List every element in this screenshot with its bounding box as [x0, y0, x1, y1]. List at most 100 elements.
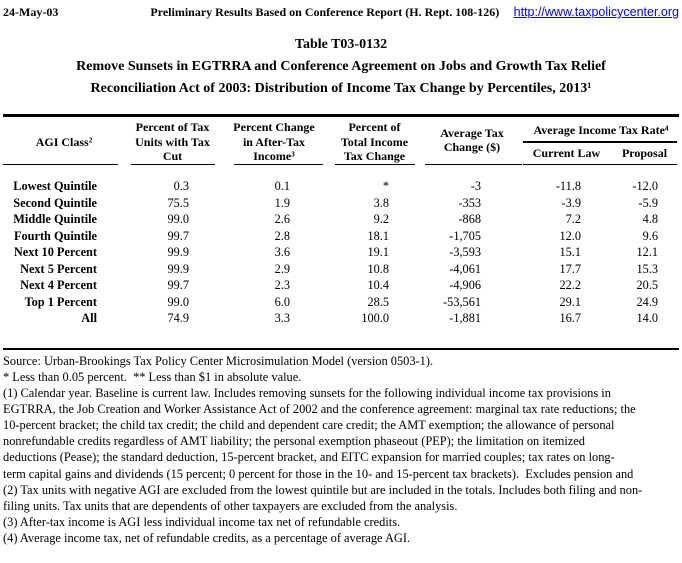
report-note: Preliminary Results Based on Conference …	[150, 5, 500, 19]
table-row: Middle Quintile 99.0 2.6 9.2 -868 7.2 4.…	[3, 211, 679, 228]
current-law-rate-cell: 17.7	[559, 261, 581, 276]
avg-tax-change-cell: -4,906	[449, 278, 481, 292]
top-strip: 24-May-03 Preliminary Results Based on C…	[3, 5, 679, 19]
current-law-rate-cell: 7.2	[565, 212, 581, 226]
pct-tax-units-cell: 99.0	[167, 212, 189, 226]
col-header-proposal: Proposal	[621, 146, 668, 161]
table-body: Lowest Quintile 0.3 0.1 * -3 -11.8 -12.0…	[3, 165, 679, 348]
agi-class-cell: Lowest Quintile	[13, 179, 97, 193]
proposal-rate-cell: -5.9	[638, 195, 658, 210]
pct-total-income-tax-cell: 100.0	[361, 311, 389, 325]
proposal-rate-cell: 24.9	[636, 294, 658, 309]
pct-tax-units-cell: 75.5	[167, 195, 189, 210]
proposal-rate-cell: -12.0	[632, 179, 658, 193]
group-header-title: Average Income Tax Rate⁴	[533, 123, 669, 137]
footnote-line: Source: Urban-Brookings Tax Policy Cente…	[3, 353, 434, 368]
proposal-rate-cell: 4.8	[642, 212, 658, 226]
group-subheaders: Current Law Proposal	[523, 143, 679, 166]
table-title: Table T03-0132 Remove Sunsets in EGTRRA …	[3, 34, 679, 100]
footnote-line: deductions (Pease); the standard deducti…	[3, 450, 615, 465]
table-row: Next 5 Percent 99.9 2.9 10.8 -4,061 17.7…	[3, 261, 679, 278]
table-row: Fourth Quintile 99.7 2.8 18.1 -1,705 12.…	[3, 228, 679, 245]
footnote-line: 10-percent bracket; the child tax credit…	[3, 418, 615, 433]
agi-class-cell: Next 4 Percent	[20, 278, 97, 292]
col-header-pct-change-after-tax: Percent Change in After-Tax Income³	[220, 120, 328, 165]
pct-total-income-tax-cell: 18.1	[367, 228, 389, 243]
table-row: Next 4 Percent 99.7 2.3 10.4 -4,906 22.2…	[3, 277, 679, 294]
agi-class-cell: Top 1 Percent	[24, 294, 97, 309]
col-header-current-law: Current Law	[532, 146, 601, 161]
table-row: Lowest Quintile 0.3 0.1 * -3 -11.8 -12.0	[3, 178, 679, 195]
table-top-rule	[3, 114, 679, 117]
table-title-line2: Remove Sunsets in EGTRRA and Conference …	[76, 59, 606, 74]
table-title-line3: Reconciliation Act of 2003: Distribution…	[90, 81, 592, 96]
pct-change-after-tax-cell: 6.0	[274, 294, 290, 309]
agi-class-cell: Second Quintile	[13, 195, 97, 210]
pct-total-income-tax-cell: 10.8	[367, 261, 389, 276]
table-row: Next 10 Percent 99.9 3.6 19.1 -3,593 15.…	[3, 244, 679, 261]
pct-change-after-tax-cell: 2.6	[274, 212, 290, 226]
pct-total-income-tax-cell: *	[382, 179, 389, 193]
proposal-rate-cell: 12.1	[636, 245, 658, 259]
table-row: Top 1 Percent 99.0 6.0 28.5 -53,561 29.1…	[3, 294, 679, 311]
avg-tax-change-cell: -868	[458, 212, 481, 226]
pct-tax-units-cell: 99.9	[167, 261, 189, 276]
current-law-rate-cell: -3.9	[561, 195, 581, 210]
website-link[interactable]: http://www.taxpolicycenter.org	[513, 5, 679, 19]
footnotes: Source: Urban-Brookings Tax Policy Cente…	[3, 353, 679, 547]
agi-class-cell: Next 10 Percent	[13, 245, 97, 259]
proposal-rate-cell: 15.3	[636, 261, 658, 276]
avg-tax-change-cell: -53,561	[443, 294, 481, 309]
pct-tax-units-cell: 99.0	[167, 294, 189, 309]
pct-change-after-tax-cell: 2.3	[274, 278, 290, 292]
table-header-row: AGI Class² Percent of Tax Units with Tax…	[3, 117, 679, 165]
footnote-line: (2) Tax units with negative AGI are excl…	[3, 482, 643, 497]
pct-total-income-tax-cell: 19.1	[367, 245, 389, 259]
pct-tax-units-cell: 99.7	[167, 228, 189, 243]
table-number: Table T03-0132	[294, 37, 388, 52]
current-law-rate-cell: 29.1	[559, 294, 581, 309]
footnote-line: nonrefundable credits regardless of AMT …	[3, 434, 585, 449]
pct-change-after-tax-cell: 2.8	[274, 228, 290, 243]
avg-tax-change-cell: -4,061	[449, 261, 481, 276]
footnote-line: (4) Average income tax, net of refundabl…	[3, 531, 411, 546]
avg-tax-change-cell: -3	[470, 179, 481, 193]
footnote-line: (3) After-tax income is AGI less individ…	[3, 515, 401, 530]
data-table: AGI Class² Percent of Tax Units with Tax…	[3, 114, 679, 350]
proposal-rate-cell: 14.0	[636, 311, 658, 325]
report-date: 24-May-03	[3, 5, 59, 19]
avg-tax-change-cell: -1,705	[449, 228, 481, 243]
proposal-rate-cell: 9.6	[642, 228, 658, 243]
col-header-avg-income-tax-rate-group: Average Income Tax Rate⁴ Current Law Pro…	[523, 120, 679, 165]
group-header-rule	[523, 141, 677, 143]
pct-tax-units-cell: 0.3	[173, 179, 189, 193]
table-bottom-rule	[3, 347, 679, 350]
col-header-avg-tax-change: Average Tax Change ($)	[421, 120, 523, 165]
footnote-line: EGTRRA, the Job Creation and Worker Assi…	[3, 401, 636, 416]
pct-total-income-tax-cell: 28.5	[367, 294, 389, 309]
proposal-rate-cell: 20.5	[636, 278, 658, 292]
avg-tax-change-cell: -1,881	[449, 311, 481, 325]
pct-tax-units-cell: 99.7	[167, 278, 189, 292]
pct-change-after-tax-cell: 3.6	[274, 245, 290, 259]
pct-tax-units-cell: 99.9	[167, 245, 189, 259]
avg-tax-change-cell: -3,593	[449, 245, 481, 259]
current-law-rate-cell: 15.1	[559, 245, 581, 259]
pct-change-after-tax-cell: 0.1	[274, 179, 290, 193]
table-row: All 74.9 3.3 100.0 -1,881 16.7 14.0	[3, 310, 679, 327]
footnote-line: * Less than 0.05 percent. ** Less than $…	[3, 369, 302, 384]
agi-class-cell: Middle Quintile	[13, 212, 97, 226]
pct-total-income-tax-cell: 10.4	[367, 278, 389, 292]
col-header-pct-tax-units: Percent of Tax Units with Tax Cut	[125, 120, 220, 165]
pct-total-income-tax-cell: 9.2	[373, 212, 389, 226]
col-header-agi-class: AGI Class²	[3, 120, 125, 165]
footnote-line: (1) Calendar year. Baseline is current l…	[3, 385, 611, 400]
pct-change-after-tax-cell: 1.9	[274, 195, 290, 210]
pct-total-income-tax-cell: 3.8	[373, 195, 389, 210]
footnote-line: filing units. Tax units that are depende…	[3, 498, 458, 513]
table-row: Second Quintile 75.5 1.9 3.8 -353 -3.9 -…	[3, 195, 679, 212]
pct-tax-units-cell: 74.9	[167, 311, 189, 325]
agi-class-cell: Fourth Quintile	[13, 228, 97, 243]
current-law-rate-cell: 16.7	[559, 311, 581, 325]
